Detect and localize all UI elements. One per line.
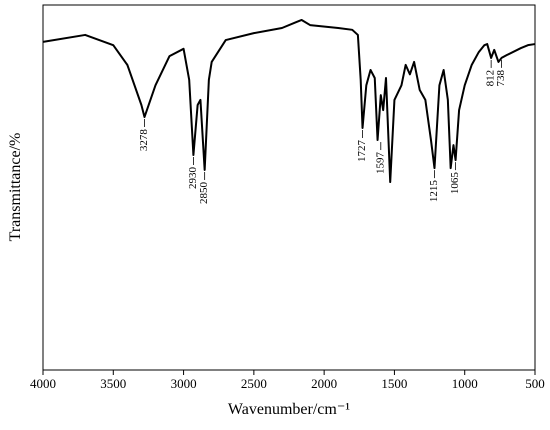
peak-label: 3278 [138, 129, 150, 152]
x-tick-label: 500 [525, 376, 545, 391]
x-tick-label: 2000 [311, 376, 337, 391]
peak-label: 738 [495, 69, 507, 86]
peak-label: 2930 [187, 167, 199, 190]
peak-label: 1597 [374, 152, 386, 175]
x-tick-label: 1000 [452, 376, 478, 391]
y-axis-label: Transmittance/% [7, 133, 24, 242]
x-tick-label: 3000 [171, 376, 197, 391]
peak-label: 1727 [356, 140, 368, 163]
x-axis-label: Wavenumber/cm⁻¹ [228, 401, 350, 418]
peak-label: 812 [485, 70, 497, 87]
x-tick-label: 1500 [381, 376, 407, 391]
x-tick-label: 3500 [100, 376, 126, 391]
x-tick-label: 2500 [241, 376, 267, 391]
peak-label: 1215 [428, 180, 440, 203]
spectrum-line [42, 18, 536, 184]
x-tick-label: 4000 [30, 376, 56, 391]
peak-label: 2850 [198, 181, 210, 204]
plot-frame [42, 4, 536, 371]
peak-label: 1065 [449, 172, 461, 195]
